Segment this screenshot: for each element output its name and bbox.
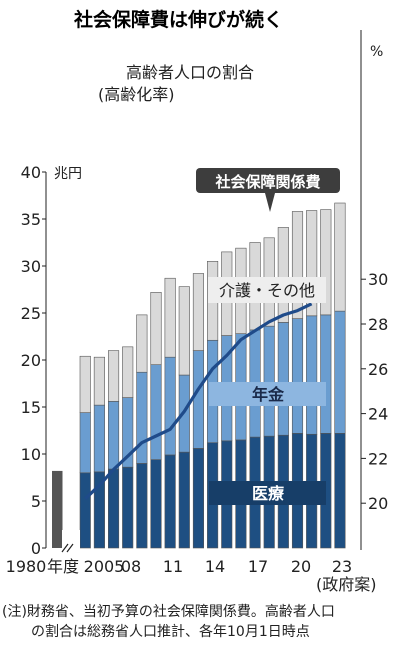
y-tick-label: 40 bbox=[21, 163, 41, 182]
note-line-2: の割合は総務省人口推計、各年10月1日時点 bbox=[31, 623, 310, 640]
medical-label: 医療 bbox=[252, 484, 285, 503]
bar-care-other-2020 bbox=[291, 211, 304, 319]
left-unit-label: 兆円 bbox=[54, 166, 82, 182]
bar-pension-2021 bbox=[306, 315, 318, 435]
care-label-bg bbox=[208, 277, 326, 303]
chart-title: 社会保障費は伸びが続く bbox=[73, 8, 283, 31]
bar-pension-2011 bbox=[164, 356, 176, 456]
aging-ratio-line bbox=[84, 302, 313, 500]
bar-pension-2007 bbox=[108, 401, 120, 470]
y-tick-label: 15 bbox=[21, 398, 41, 417]
x-tick-label: 23 bbox=[332, 557, 352, 576]
bar-medical-2011 bbox=[164, 454, 176, 549]
bar-medical-2009 bbox=[136, 463, 148, 549]
note-line-1: (注)財務省、当初予算の社会保障関係費。高齢者人口 bbox=[2, 603, 335, 620]
y-tick-label: 5 bbox=[31, 492, 41, 511]
callout-pointer bbox=[265, 193, 275, 212]
y2-ticks-group: 20 22 24 26 28 30 bbox=[361, 270, 388, 513]
bar-medical-2005 bbox=[79, 472, 91, 549]
axis-break-mask bbox=[62, 530, 80, 558]
gov-plan-label: (政府案) bbox=[316, 575, 377, 594]
bar-care-other-2021 bbox=[306, 210, 318, 317]
bar-pension-2006 bbox=[93, 404, 105, 473]
y-ticks-group: 0 5 10 15 20 25 30 35 40 bbox=[21, 163, 46, 558]
bar-care-other-2005 bbox=[79, 355, 91, 413]
bar-pension-2010 bbox=[150, 364, 162, 460]
bar-pension-2005 bbox=[79, 412, 91, 474]
bar-care-other-2011 bbox=[164, 277, 176, 358]
pension-label-bg bbox=[209, 382, 326, 406]
medical-label-bg bbox=[209, 481, 326, 505]
y-tick-label: 25 bbox=[21, 304, 41, 323]
line-label-1: 高齢者人口の割合 bbox=[126, 63, 254, 82]
bar-care-other-2022 bbox=[320, 209, 332, 316]
bar-1980 bbox=[52, 470, 63, 548]
bar-care-other-2010 bbox=[150, 292, 162, 366]
pension-label: 年金 bbox=[252, 385, 285, 404]
bar-medical-2023 bbox=[334, 433, 346, 549]
bar-pension-2018 bbox=[263, 325, 275, 437]
y2-tick-label: 26 bbox=[368, 360, 388, 379]
callout-box bbox=[196, 168, 340, 193]
bar-medical-2013 bbox=[192, 448, 204, 549]
bar-care-other-2023 bbox=[334, 202, 346, 312]
bar-pension-2023 bbox=[334, 310, 346, 434]
y2-tick-label: 24 bbox=[368, 405, 388, 424]
y2-tick-label: 20 bbox=[368, 494, 388, 513]
right-unit-label: % bbox=[370, 44, 383, 60]
y-tick-label: 0 bbox=[31, 539, 41, 558]
bar-care-other-2007 bbox=[108, 350, 120, 402]
x-tick-label: 2005 bbox=[84, 557, 125, 576]
bar-pension-2013 bbox=[192, 350, 204, 449]
x-tick-label: 14 bbox=[205, 557, 225, 576]
bar-pension-2009 bbox=[136, 371, 148, 464]
y-tick-label: 10 bbox=[21, 445, 41, 464]
y2-tick-label: 30 bbox=[368, 270, 388, 289]
bar-medical-2007 bbox=[108, 468, 120, 549]
bar-pension-2022 bbox=[320, 314, 332, 434]
bar-medical-2008 bbox=[122, 466, 134, 549]
y-tick-label: 20 bbox=[21, 351, 41, 370]
bar-pension-2020 bbox=[291, 318, 304, 434]
bar-medical-2012 bbox=[178, 451, 190, 549]
bar-care-other-2012 bbox=[178, 286, 190, 376]
axis-break-mark bbox=[61, 543, 74, 553]
bar-care-other-2019 bbox=[277, 227, 289, 323]
y2-tick-label: 28 bbox=[368, 315, 388, 334]
x-tick-label: 1980 bbox=[6, 557, 47, 576]
x-tick-label: 17 bbox=[248, 557, 268, 576]
bar-medical-2010 bbox=[150, 459, 162, 549]
y-tick-label: 35 bbox=[21, 210, 41, 229]
callout-label: 社会保障関係費 bbox=[214, 173, 320, 191]
bar-care-other-2008 bbox=[122, 346, 134, 398]
x-tick-label: 08 bbox=[121, 557, 141, 576]
x-tick-label: 11 bbox=[163, 557, 183, 576]
y2-tick-label: 22 bbox=[368, 449, 388, 468]
year-suffix-label: 年度 bbox=[47, 557, 79, 576]
y-tick-label: 30 bbox=[21, 257, 41, 276]
line-label-2: (高齢化率) bbox=[98, 85, 175, 104]
care-other-label: 介護・その他 bbox=[219, 281, 315, 300]
bar-care-other-2013 bbox=[192, 273, 204, 351]
x-tick-label: 20 bbox=[291, 557, 311, 576]
bar-care-other-2009 bbox=[136, 314, 148, 373]
bar-pension-2019 bbox=[277, 322, 289, 436]
bar-care-other-2006 bbox=[93, 356, 105, 406]
